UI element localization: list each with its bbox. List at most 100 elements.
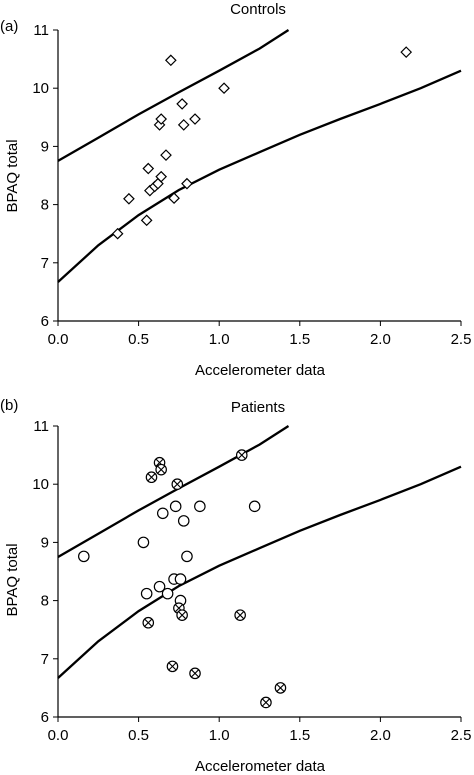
data-point-circle-x — [274, 682, 287, 694]
marker-cross — [276, 684, 285, 692]
marker-cross — [262, 698, 270, 707]
data-point-circle — [77, 550, 90, 563]
marker-cross — [144, 618, 153, 627]
chart-title: Controls — [230, 1, 286, 18]
marker-circle — [177, 515, 190, 527]
marker-circle — [153, 580, 166, 593]
x-tick-label: 1.5 — [289, 727, 310, 744]
y-tick-label: 11 — [33, 22, 49, 39]
marker-cross — [178, 611, 186, 619]
data-point-diamond — [168, 192, 180, 205]
y-tick-label: 8 — [41, 593, 49, 610]
marker-circle — [161, 587, 174, 600]
marker-circle — [194, 500, 206, 513]
marker-cross — [173, 480, 182, 488]
x-tick-label: 1.5 — [289, 331, 310, 348]
x-tick-label: 0.5 — [128, 727, 149, 744]
data-point-diamond — [189, 113, 201, 125]
data-point-diamond — [142, 162, 155, 175]
x-tick-label: 0.0 — [48, 331, 69, 348]
data-point-circle — [177, 515, 190, 527]
tick-labels: 0.0 0.5 1.0 1.5 2.0 2.5 6 7 8 9 10 11 — [32, 418, 471, 744]
y-tick-label: 9 — [41, 534, 49, 551]
panel-label: (b) — [0, 397, 18, 414]
x-axis-label: Accelerometer data — [195, 758, 326, 775]
plot-area — [53, 425, 462, 722]
data-point-circle — [161, 587, 174, 600]
data-point-circle — [174, 573, 187, 585]
data-point-diamond — [123, 192, 135, 205]
y-axis-label: BPAQ total — [4, 543, 21, 616]
panel-label: (a) — [0, 18, 18, 35]
marker-circle — [248, 500, 261, 513]
data-point-circle — [248, 500, 261, 513]
marker-circle — [77, 550, 90, 563]
data-point-circle-x — [171, 478, 184, 490]
marker-circle — [156, 507, 169, 520]
data-point-diamond — [155, 170, 168, 183]
marker-circle — [140, 587, 153, 600]
data-point-circle-x — [145, 471, 158, 484]
data-point-diamond — [181, 177, 193, 190]
data-point-circle — [140, 587, 153, 600]
x-tick-label: 2.0 — [370, 727, 391, 744]
data-point-circle — [137, 536, 150, 549]
x-tick-label: 0.0 — [48, 727, 69, 744]
x-tick-label: 1.0 — [209, 331, 230, 348]
marker-circle — [137, 536, 150, 549]
panel-patients: (b) Patients Accelerometer data BPAQ tot… — [0, 397, 471, 775]
marker-circle — [181, 550, 193, 563]
marker-circle — [169, 500, 182, 513]
data-point-diamond — [155, 113, 168, 125]
y-tick-label: 6 — [41, 313, 49, 330]
data-point-circle-x — [155, 463, 167, 476]
data-point-diamond — [400, 46, 413, 58]
data-point-diamond — [176, 98, 188, 110]
upper-bound-curve — [57, 425, 290, 558]
upper-bound-curve — [57, 29, 290, 162]
y-axis-label: BPAQ total — [4, 139, 21, 212]
y-tick-label: 11 — [33, 418, 49, 435]
y-tick-label: 6 — [41, 709, 49, 726]
marker-cross — [175, 604, 183, 612]
marker-cross — [168, 662, 177, 671]
data-point-circle-x — [166, 660, 179, 673]
x-tick-label: 0.5 — [128, 331, 149, 348]
data-point-diamond — [160, 149, 172, 161]
y-tick-label: 9 — [41, 138, 49, 155]
x-tick-label: 2.5 — [451, 331, 472, 348]
marker-cross — [155, 458, 164, 467]
marker-cross — [157, 465, 165, 474]
marker-circle — [174, 573, 187, 585]
x-tick-label: 2.0 — [370, 331, 391, 348]
data-point-circle-x — [234, 609, 246, 621]
data-point-circle-x — [142, 616, 155, 629]
y-tick-label: 10 — [32, 476, 49, 493]
data-point-circle-x — [235, 449, 248, 461]
x-tick-label: 2.5 — [451, 727, 472, 744]
data-point-circle — [194, 500, 206, 513]
data-point-circle — [181, 550, 193, 563]
lower-bound-curve — [57, 69, 462, 283]
data-point-diamond — [111, 227, 124, 240]
y-tick-label: 7 — [41, 651, 49, 668]
tick-labels: 0.0 0.5 1.0 1.5 2.0 2.5 6 7 8 9 10 11 — [32, 22, 471, 348]
data-point-circle — [169, 500, 182, 513]
plot-area — [53, 29, 462, 326]
data-point-circle-x — [176, 609, 188, 621]
data-point-diamond — [164, 54, 177, 67]
lower-bound-curve — [57, 465, 462, 679]
marker-cross — [191, 669, 199, 678]
data-point-circle — [153, 580, 166, 593]
data-point-circle-x — [260, 696, 272, 709]
data-point-diamond — [140, 214, 153, 227]
y-tick-label: 10 — [32, 80, 49, 97]
chart-title: Patients — [231, 399, 285, 416]
y-tick-label: 7 — [41, 255, 49, 272]
x-axis-label: Accelerometer data — [195, 362, 326, 379]
marker-cross — [236, 611, 244, 619]
data-point-circle — [156, 507, 169, 520]
data-point-diamond — [218, 82, 230, 95]
marker-cross — [147, 473, 156, 482]
